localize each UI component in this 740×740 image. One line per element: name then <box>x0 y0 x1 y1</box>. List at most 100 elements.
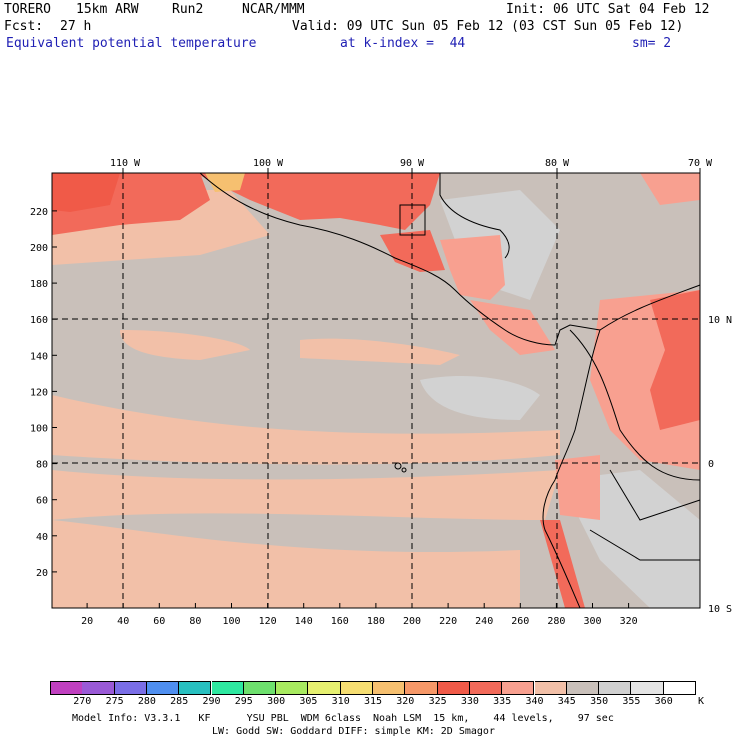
y-tick-label: 100 <box>30 424 48 435</box>
smoothing-label: sm= 2 <box>632 36 672 51</box>
coastlines <box>199 172 701 609</box>
lat-label: 0 <box>708 459 714 470</box>
legend-label: 315 <box>363 696 383 707</box>
field-hot-area <box>195 173 440 230</box>
legend-label: 355 <box>622 696 641 707</box>
legend-swatch <box>534 681 567 695</box>
x-tick-label: 200 <box>403 616 421 627</box>
init-time: Init: 06 UTC Sat 04 Feb 12 <box>506 2 710 17</box>
top-ticks <box>122 168 701 173</box>
forecast-hours: 27 h <box>60 19 92 34</box>
legend-swatch <box>146 681 180 695</box>
x-tick-label: 140 <box>295 616 313 627</box>
country-border <box>589 529 700 561</box>
country-border <box>609 469 701 521</box>
x-tick-label: 280 <box>547 616 565 627</box>
legend-label: 285 <box>170 696 189 707</box>
legend-unit: K <box>698 696 705 707</box>
field-hot-area <box>380 230 445 272</box>
x-tick-label: 20 <box>81 616 93 627</box>
x-tick-label: 240 <box>475 616 493 627</box>
legend-label: 320 <box>396 696 415 707</box>
physics-info: LW: Godd SW: Goddard DIFF: simple KM: 2D… <box>212 726 495 737</box>
x-tick-label: 80 <box>189 616 201 627</box>
legend-label: 330 <box>460 696 479 707</box>
lon-label: 90 W <box>400 158 425 169</box>
x-tick-label: 40 <box>117 616 129 627</box>
field-cool-patch <box>420 375 540 420</box>
legend-swatch <box>308 681 341 695</box>
legend-swatch <box>276 681 309 695</box>
forecast-label: Fcst: <box>4 19 44 34</box>
y-tick-label: 180 <box>30 279 48 290</box>
lat-label: 10 N <box>708 315 732 326</box>
x-tick-label: 160 <box>331 616 349 627</box>
legend-label: 275 <box>105 696 124 707</box>
x-tick-label: 220 <box>439 616 457 627</box>
field-band <box>52 395 560 465</box>
graticule <box>52 173 700 608</box>
y-tick-label: 220 <box>30 207 48 218</box>
lat-label: 10 S <box>708 604 732 615</box>
lon-label: 70 W <box>688 158 713 169</box>
lon-label: 100 W <box>253 158 284 169</box>
field-band <box>300 338 460 365</box>
x-tick-label: 180 <box>367 616 385 627</box>
field-title: Equivalent potential temperature <box>6 36 257 51</box>
y-tick-label: 20 <box>36 568 48 579</box>
caribbean-coast <box>599 284 701 331</box>
model-info: Model Info: V3.3.1 KF YSU PBL WDM 6class… <box>72 713 614 724</box>
legend-label: 310 <box>331 696 350 707</box>
legend-label: 290 <box>202 696 221 707</box>
legend-swatch <box>211 681 244 695</box>
legend-swatch <box>405 681 438 695</box>
south-america-coast <box>542 329 601 609</box>
field-hot-area <box>440 235 505 300</box>
legend-label: 360 <box>654 696 673 707</box>
field-hot-area <box>650 290 700 430</box>
y-tick-label: 200 <box>30 243 48 254</box>
galapagos-islands <box>401 467 407 473</box>
y-tick-label: 60 <box>36 496 48 507</box>
field-hot-area <box>52 173 120 212</box>
field-band <box>52 520 520 608</box>
legend-label: 280 <box>137 696 156 707</box>
x-tick-label: 120 <box>259 616 277 627</box>
field-band <box>52 470 560 520</box>
legend-swatch <box>373 681 406 695</box>
temperature-field <box>52 173 700 608</box>
legend-swatch <box>631 681 664 695</box>
field-hot-area <box>640 173 700 205</box>
legend-swatch <box>50 681 84 695</box>
legend-swatch <box>663 681 696 695</box>
x-tick-label: 300 <box>583 616 601 627</box>
country-border <box>399 204 426 236</box>
andes-boundary <box>569 329 701 481</box>
legend-swatch <box>566 681 600 695</box>
y-tick-label: 40 <box>36 532 48 543</box>
legend-label: 295 <box>234 696 253 707</box>
legend-swatch <box>469 681 503 695</box>
center-label: NCAR/MMM <box>242 2 305 17</box>
y-tick-label: 160 <box>30 315 48 326</box>
valid-time: Valid: 09 UTC Sun 05 Feb 12 (03 CST Sun … <box>292 19 684 34</box>
x-tick-label: 60 <box>153 616 165 627</box>
y-tick-label: 120 <box>30 387 48 398</box>
lon-label: 80 W <box>545 158 570 169</box>
x-tick-label: 100 <box>222 616 240 627</box>
legend-label: 340 <box>525 696 544 707</box>
field-hot-area <box>470 300 555 355</box>
run-label: Run2 <box>172 2 204 17</box>
legend-swatch <box>599 681 632 695</box>
legend-swatch <box>243 681 277 695</box>
field-band <box>120 330 250 360</box>
x-tick-label: 320 <box>620 616 638 627</box>
legend-label: 350 <box>590 696 609 707</box>
level-label: at k-index = 44 <box>340 36 466 51</box>
legend-label: 345 <box>557 696 576 707</box>
legend-swatch <box>114 681 147 695</box>
legend-swatch <box>82 681 115 695</box>
legend-label: 300 <box>267 696 286 707</box>
legend-label: 305 <box>299 696 318 707</box>
lon-label: 110 W <box>110 158 141 169</box>
